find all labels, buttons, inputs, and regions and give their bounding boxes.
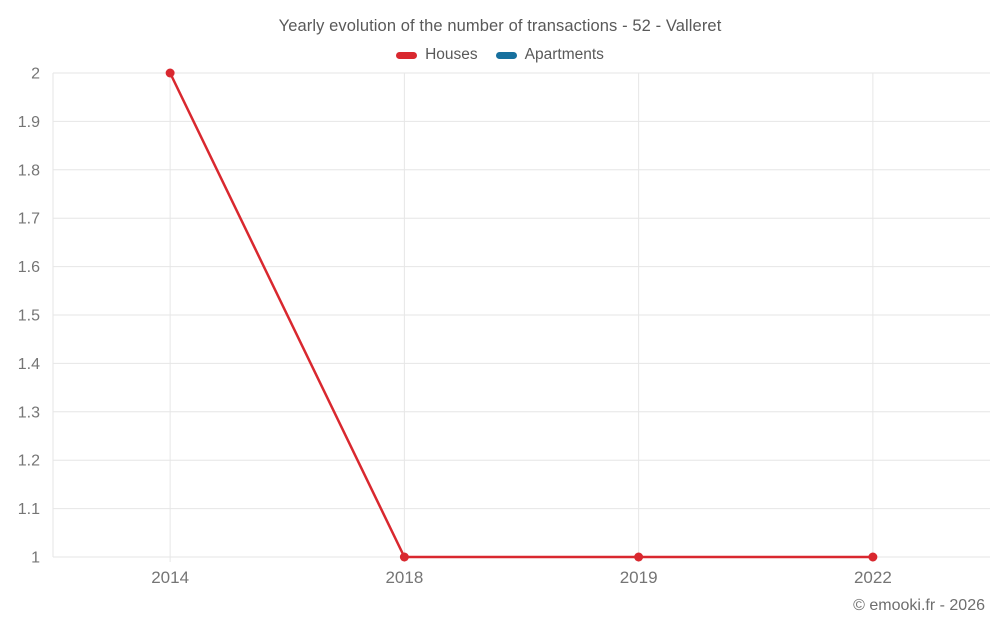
y-tick-label: 1.1: [18, 501, 40, 518]
y-tick-label: 1.7: [18, 211, 40, 228]
x-tick-label: 2019: [620, 568, 658, 587]
houses-line: [168, 71, 875, 559]
y-tick-label: 2: [31, 66, 40, 83]
legend-label-apartments: Apartments: [524, 46, 604, 63]
chart-title: Yearly evolution of the number of transa…: [278, 17, 722, 35]
legend-label-houses: Houses: [425, 46, 478, 63]
legend: Houses Apartments: [0, 46, 1000, 64]
legend-item-apartments[interactable]: Apartments: [495, 46, 604, 64]
x-tick-label: 2018: [385, 568, 423, 587]
houses-swatch-icon: [396, 51, 418, 59]
apartments-swatch-icon: [495, 51, 517, 59]
y-tick-label: 1.4: [18, 356, 40, 373]
y-tick-label: 1.8: [18, 162, 40, 179]
x-tick-label: 2022: [854, 568, 892, 587]
y-tick-label: 1.9: [18, 114, 40, 131]
watermark: © emooki.fr - 2026: [853, 597, 985, 614]
y-tick-label: 1.6: [18, 259, 40, 276]
houses-data-point: [165, 68, 175, 78]
y-tick-label: 1.5: [18, 308, 40, 325]
houses-data-point: [399, 552, 409, 562]
legend-item-houses[interactable]: Houses: [396, 46, 478, 64]
y-tick-label: 1.3: [18, 404, 40, 421]
y-tick-label: 1: [31, 550, 40, 567]
houses-data-point: [868, 552, 878, 562]
y-tick-label: 1.2: [18, 453, 40, 470]
houses-data-point: [634, 552, 644, 562]
x-tick-label: 2014: [151, 568, 189, 587]
